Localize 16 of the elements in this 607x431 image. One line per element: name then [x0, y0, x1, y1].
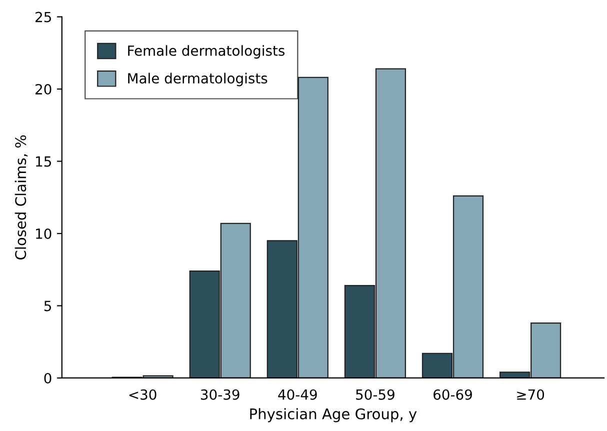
y-axis-title: Closed Claims, % — [14, 135, 28, 260]
legend-label: Male dermatologists — [128, 72, 268, 86]
y-tick-label: 25 — [36, 12, 51, 22]
x-tick-label: <30 — [129, 389, 156, 400]
y-tick-label: 20 — [36, 84, 52, 95]
x-tick-label: ≥70 — [517, 389, 544, 400]
x-tick-label: 50-59 — [356, 389, 394, 400]
x-tick-label: 30-39 — [200, 389, 240, 400]
y-tick-label: 15 — [36, 156, 51, 167]
x-axis-title: Physician Age Group, y — [250, 408, 417, 422]
x-tick-label: 60-69 — [434, 389, 472, 400]
x-tick-label: 40-49 — [278, 389, 317, 400]
legend-label: Female dermatologists — [128, 45, 284, 59]
y-tick-label: 0 — [44, 372, 52, 384]
y-tick-label: 10 — [36, 228, 52, 239]
y-tick-label: 5 — [44, 300, 51, 312]
